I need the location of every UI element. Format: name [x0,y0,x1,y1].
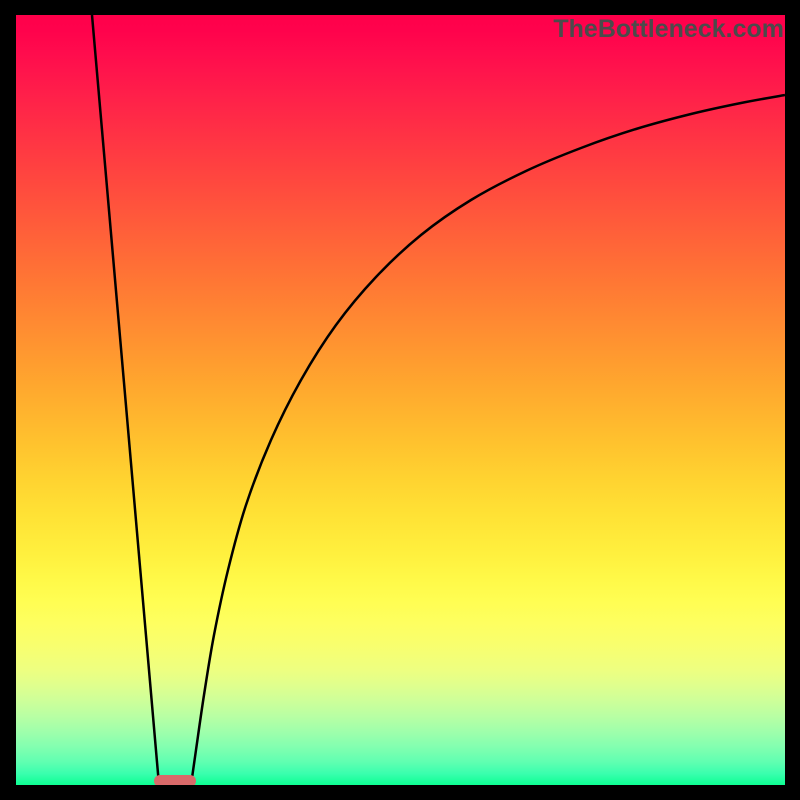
watermark-text: TheBottleneck.com [553,15,784,44]
chart-container: TheBottleneck.com [0,0,800,800]
chart-frame [0,0,800,800]
